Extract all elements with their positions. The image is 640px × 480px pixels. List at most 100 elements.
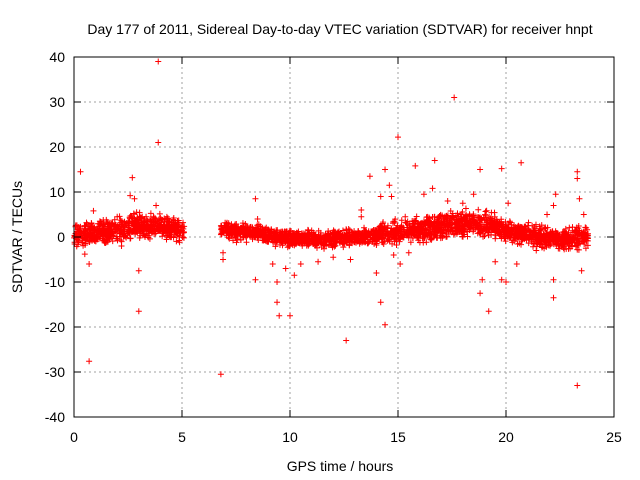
data-point bbox=[542, 238, 549, 245]
axis-ticks: 0 5 10 15 20 25 -40 -30 -20 -10 0 10 20 30 40 bbox=[45, 49, 622, 445]
data-point bbox=[96, 225, 103, 232]
data-point bbox=[375, 235, 382, 242]
data-point bbox=[133, 226, 140, 233]
data-point bbox=[117, 227, 124, 234]
data-point bbox=[527, 233, 534, 240]
data-point-outlier bbox=[397, 261, 404, 267]
data-point bbox=[104, 218, 111, 225]
data-point-outlier bbox=[550, 202, 557, 209]
data-point-outlier bbox=[485, 308, 492, 315]
data-point bbox=[475, 206, 482, 213]
data-point-outlier bbox=[574, 168, 581, 175]
y-tick-label: 40 bbox=[49, 49, 65, 65]
data-point bbox=[81, 225, 88, 232]
data-point bbox=[77, 226, 84, 233]
data-point bbox=[567, 234, 574, 241]
data-point bbox=[521, 223, 528, 230]
data-point bbox=[328, 237, 335, 244]
data-point bbox=[407, 239, 414, 246]
data-point-outlier bbox=[576, 195, 583, 202]
data-point bbox=[426, 226, 433, 233]
data-point bbox=[452, 227, 459, 234]
data-point bbox=[379, 231, 386, 238]
data-point bbox=[221, 224, 228, 231]
data-point bbox=[224, 229, 231, 236]
data-point bbox=[584, 230, 591, 237]
data-point-outlier bbox=[86, 358, 93, 365]
data-point bbox=[332, 239, 339, 246]
y-tick-label: 0 bbox=[57, 229, 65, 245]
data-point bbox=[566, 224, 573, 231]
data-point bbox=[584, 226, 591, 233]
data-point-outlier bbox=[544, 211, 551, 218]
data-point-outlier bbox=[533, 247, 540, 254]
data-point bbox=[573, 242, 580, 249]
data-point-outlier bbox=[330, 254, 337, 261]
data-point bbox=[237, 236, 244, 243]
data-point bbox=[353, 231, 360, 238]
data-point-outlier bbox=[477, 290, 484, 297]
data-point bbox=[218, 231, 225, 238]
data-point bbox=[228, 232, 235, 239]
data-point-outlier bbox=[552, 191, 559, 198]
data-point bbox=[554, 238, 561, 245]
data-point-outlier bbox=[444, 198, 451, 204]
data-point bbox=[421, 234, 428, 241]
data-point bbox=[284, 244, 291, 251]
data-point-outlier bbox=[155, 58, 162, 65]
data-point bbox=[411, 224, 418, 231]
data-point bbox=[395, 227, 402, 234]
data-point bbox=[554, 231, 561, 238]
data-point bbox=[229, 223, 236, 230]
data-point bbox=[297, 239, 304, 246]
y-tick-label: 10 bbox=[49, 184, 65, 200]
data-point bbox=[327, 230, 334, 237]
data-point bbox=[136, 224, 143, 231]
data-point bbox=[487, 215, 494, 222]
data-point-outlier bbox=[420, 191, 427, 198]
data-point bbox=[232, 221, 239, 228]
data-point bbox=[152, 215, 159, 222]
data-point bbox=[541, 225, 548, 232]
data-point bbox=[543, 233, 550, 240]
data-point-outlier bbox=[477, 166, 484, 173]
data-point-outlier bbox=[513, 261, 520, 267]
data-point-outlier bbox=[155, 139, 162, 146]
data-point bbox=[436, 223, 443, 230]
data-point bbox=[239, 220, 246, 227]
data-point-outlier bbox=[347, 256, 354, 263]
data-point bbox=[502, 231, 509, 238]
data-point bbox=[123, 220, 130, 227]
data-point bbox=[86, 223, 93, 230]
data-point-outlier bbox=[220, 249, 227, 256]
data-point bbox=[384, 222, 391, 229]
data-point bbox=[473, 220, 480, 227]
data-point bbox=[281, 237, 288, 244]
data-point bbox=[561, 246, 568, 253]
data-point bbox=[280, 233, 287, 240]
data-point bbox=[393, 241, 400, 248]
data-point bbox=[150, 227, 157, 234]
data-point bbox=[243, 222, 250, 229]
data-point bbox=[233, 231, 240, 238]
data-point bbox=[311, 236, 318, 243]
data-point bbox=[154, 223, 161, 230]
data-point bbox=[120, 232, 127, 239]
x-axis-title: GPS time / hours bbox=[287, 458, 394, 474]
data-point bbox=[147, 220, 154, 227]
x-tick-label: 25 bbox=[606, 429, 622, 445]
data-point-outlier bbox=[81, 251, 88, 258]
data-point-outlier bbox=[217, 371, 224, 378]
data-point bbox=[539, 243, 546, 250]
data-point bbox=[575, 223, 582, 230]
data-point bbox=[160, 222, 167, 229]
data-point-outlier bbox=[382, 166, 389, 173]
data-point-outlier bbox=[276, 312, 283, 319]
data-point-outlier bbox=[498, 165, 505, 172]
data-point bbox=[356, 240, 363, 247]
y-axis-title: SDTVAR / TECUs bbox=[9, 181, 25, 293]
data-point bbox=[119, 231, 126, 238]
data-point bbox=[470, 228, 477, 235]
data-point bbox=[294, 238, 301, 245]
data-point bbox=[102, 228, 109, 235]
